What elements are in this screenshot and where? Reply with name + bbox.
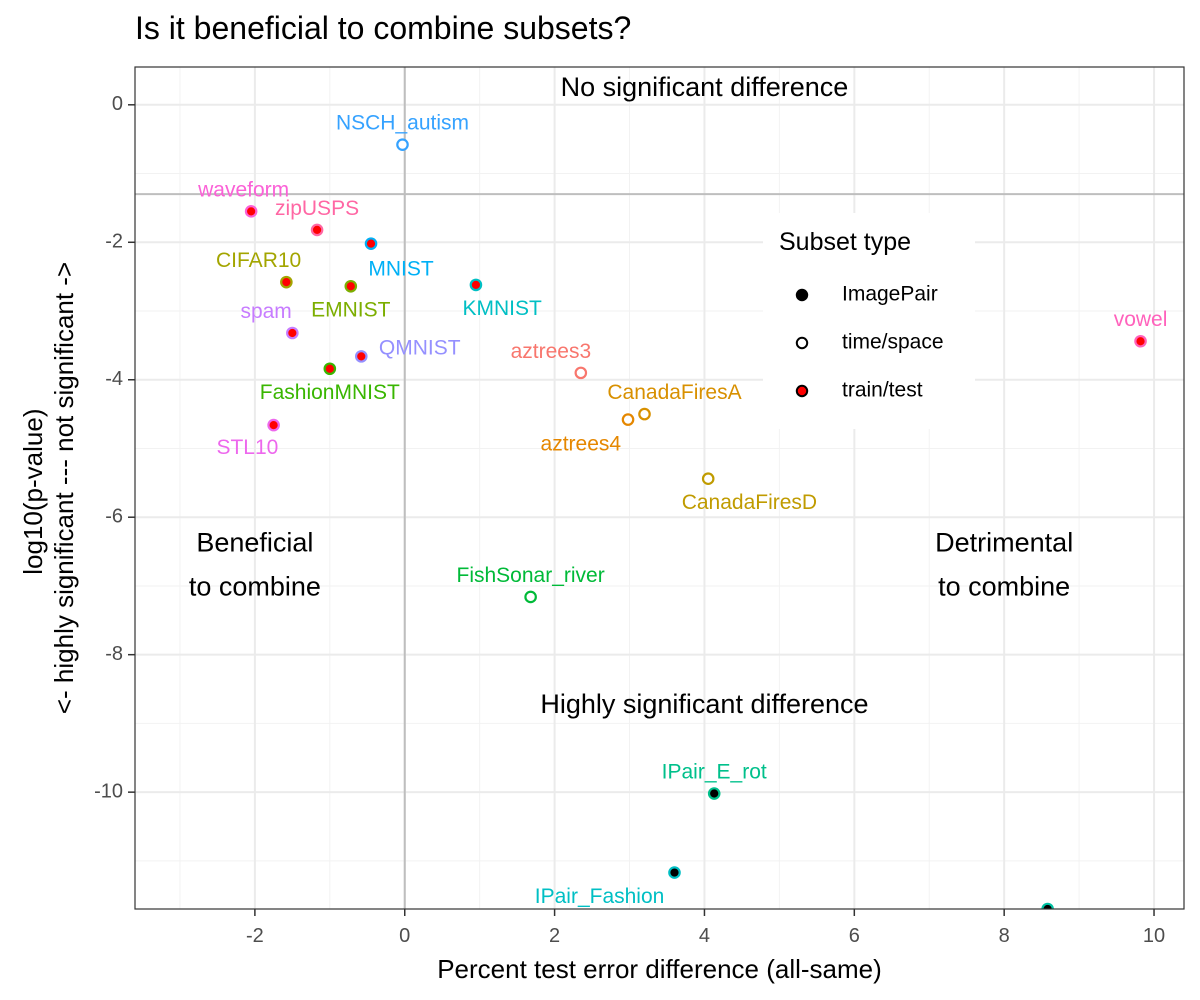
y-tick-label: -6 [105, 505, 123, 527]
x-tick-label: 10 [1143, 925, 1165, 947]
point-label: CanadaFiresD [682, 491, 817, 514]
legend-key [795, 384, 809, 398]
legend-entry-label: train/test [842, 379, 923, 402]
data-point [707, 787, 721, 800]
y-tick-label: -10 [94, 780, 123, 802]
region-label-line: Detrimental [935, 528, 1073, 558]
x-tick-label: 2 [549, 925, 560, 947]
data-point [621, 413, 635, 426]
point-label: aztrees3 [511, 340, 592, 363]
y-axis-title-line-1: log10(p-value) [18, 409, 48, 575]
data-point [286, 326, 299, 340]
region-label-line: to combine [938, 572, 1070, 602]
data-point [310, 223, 324, 237]
data-point [1134, 334, 1147, 348]
data-point [267, 418, 280, 432]
x-tick-label: -2 [246, 925, 264, 947]
point-label: EMNIST [311, 299, 391, 322]
y-axis-title: log10(p-value) <- highly significant ---… [18, 262, 79, 714]
region-label-line: to combine [189, 572, 321, 602]
legend: Subset type ImagePair time/space train/test [763, 213, 975, 429]
point-label: MNIST [368, 257, 434, 280]
point-label: KMNIST [462, 297, 542, 320]
data-point [354, 350, 368, 363]
data-point [469, 278, 483, 292]
point-label: waveform [197, 178, 289, 201]
data-point [574, 366, 588, 380]
legend-key [795, 336, 809, 350]
point-label: FashionMNIST [260, 381, 400, 404]
data-points [244, 138, 1147, 909]
point-label: IPair_E_rot [662, 760, 767, 783]
data-point [396, 138, 409, 151]
data-point [701, 472, 715, 486]
point-label: NSCH_autism [336, 112, 469, 135]
minor-grid [135, 67, 1184, 909]
data-point [344, 279, 358, 293]
region-label: Beneficial to combine [189, 528, 321, 602]
x-axis-title: Percent test error difference (all-same) [437, 954, 882, 984]
point-label: FishSonar_river [457, 564, 605, 587]
region-labels: No significant difference Beneficial to co… [189, 72, 1073, 719]
x-tick-label: 6 [849, 925, 860, 947]
point-label: aztrees4 [541, 433, 622, 456]
point-label: IPair_Fashion [535, 885, 665, 908]
data-point [668, 866, 681, 879]
x-tick-label: 0 [399, 925, 410, 947]
point-label: spam [240, 300, 291, 323]
region-label: Detrimental to combine [935, 528, 1073, 602]
chart-title: Is it beneficial to combine subsets? [135, 10, 632, 46]
point-label: CIFAR10 [216, 249, 301, 272]
point-label: vowel [1114, 308, 1168, 331]
y-tick-label: 0 [112, 93, 123, 115]
region-label: No significant difference [561, 72, 849, 102]
legend-key [795, 288, 809, 302]
data-point [323, 362, 337, 376]
region-label: Highly significant difference [540, 689, 868, 719]
data-point [244, 205, 258, 218]
x-tick-label: 8 [999, 925, 1010, 947]
y-tick-label: -2 [105, 231, 123, 253]
legend-entry-label: ImagePair [842, 283, 938, 306]
y-axis: 0 -2 -4 -6 -8 -10 [94, 93, 135, 802]
x-tick-label: 4 [699, 925, 710, 947]
y-tick-label: -4 [105, 368, 123, 390]
point-label: CanadaFiresA [607, 381, 741, 404]
data-point [524, 590, 537, 604]
region-label-line: No significant difference [561, 72, 849, 102]
reference-lines [135, 67, 1184, 909]
y-tick-label: -8 [105, 643, 123, 665]
legend-entry-label: time/space [842, 331, 944, 354]
point-label: zipUSPS [275, 197, 359, 220]
data-point [638, 407, 651, 421]
region-label-line: Beneficial [196, 528, 313, 558]
data-point [364, 237, 378, 250]
region-label-line: Highly significant difference [540, 689, 868, 719]
point-label: QMNIST [379, 336, 461, 359]
data-point [280, 275, 293, 289]
y-axis-title-line-2: <- highly significant --- not significan… [49, 262, 79, 714]
point-label: STL10 [216, 436, 278, 459]
x-axis: -2 0 2 4 6 8 10 [246, 909, 1165, 947]
plot-panel-border [134, 66, 1185, 910]
legend-title: Subset type [779, 228, 911, 256]
